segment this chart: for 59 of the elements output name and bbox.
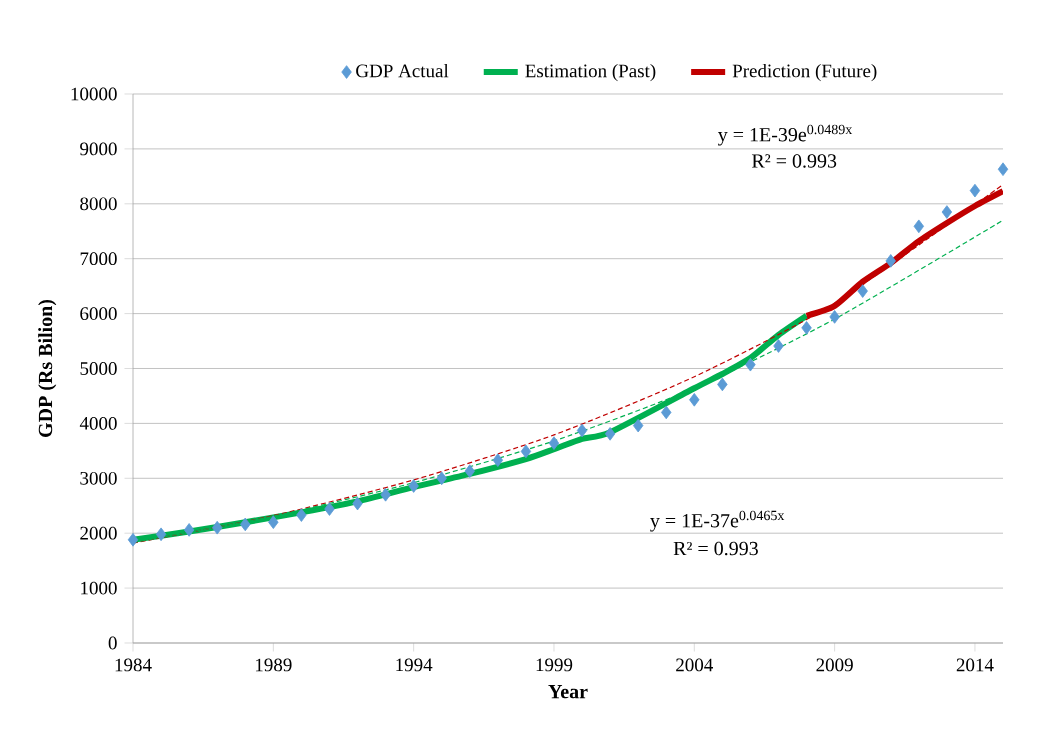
point <box>576 423 588 438</box>
point <box>969 183 981 198</box>
point <box>212 520 223 535</box>
y-tick-label: 6000 <box>80 307 117 321</box>
y-tick-label: 0 <box>108 636 117 650</box>
point <box>661 405 672 420</box>
point <box>520 444 532 459</box>
y-tick-label: 4000 <box>79 417 117 430</box>
x-tick-label: 2014 <box>956 658 994 672</box>
y-tick-label: 1000 <box>81 581 117 595</box>
legend-label: Estimation (Past) <box>525 63 656 82</box>
point <box>689 392 700 407</box>
legend-label: Prediction (Future) <box>732 63 877 82</box>
annotation: y = 1E-37e$^{0.0465x}$ <box>650 510 785 532</box>
x-tick-label: 1989 <box>255 658 292 672</box>
point <box>745 357 756 372</box>
y-tick-label: 7000 <box>80 252 117 266</box>
y-tick-label: 5000 <box>80 362 117 375</box>
annotation: R² = 0.993 <box>673 541 758 556</box>
y-tick-label: 3000 <box>80 471 117 485</box>
point <box>408 479 419 493</box>
point <box>632 418 644 433</box>
point <box>717 377 728 392</box>
point <box>268 515 279 530</box>
point <box>352 496 363 511</box>
x-tick-label: 1984 <box>115 658 152 672</box>
point <box>997 162 1009 177</box>
point <box>801 321 812 335</box>
point <box>913 219 925 234</box>
point <box>296 508 307 522</box>
point <box>829 310 840 324</box>
y-tick-label: 2000 <box>80 526 117 540</box>
annotation: y = 1E-39e$^{0.0489x}$ <box>717 124 853 146</box>
y-tick-label: 8000 <box>80 197 117 211</box>
legend-label: GDP Actual <box>356 63 449 78</box>
point <box>380 487 391 502</box>
y-tick-label: 10000 <box>71 87 117 101</box>
point <box>436 471 447 486</box>
x-tick-label: 2004 <box>676 658 714 672</box>
point <box>464 464 475 478</box>
point <box>773 339 784 353</box>
y-axis-title: GDP (Rs Bilion) <box>38 299 57 437</box>
point <box>941 205 953 219</box>
x-tick-label: 2009 <box>816 658 853 672</box>
point <box>492 453 504 467</box>
x-tick-label: 1994 <box>396 658 433 672</box>
point <box>604 427 616 441</box>
x-tick-label: 1999 <box>536 658 573 672</box>
point <box>857 284 868 298</box>
point <box>155 527 167 542</box>
point <box>240 517 251 532</box>
y-tick-label: 9000 <box>80 142 117 156</box>
point <box>127 532 139 547</box>
x-axis-title: Year <box>548 685 588 699</box>
point <box>548 436 560 450</box>
point <box>324 502 335 516</box>
point <box>885 254 896 268</box>
point <box>183 523 195 537</box>
annotation: R² = 0.993 <box>751 154 837 168</box>
